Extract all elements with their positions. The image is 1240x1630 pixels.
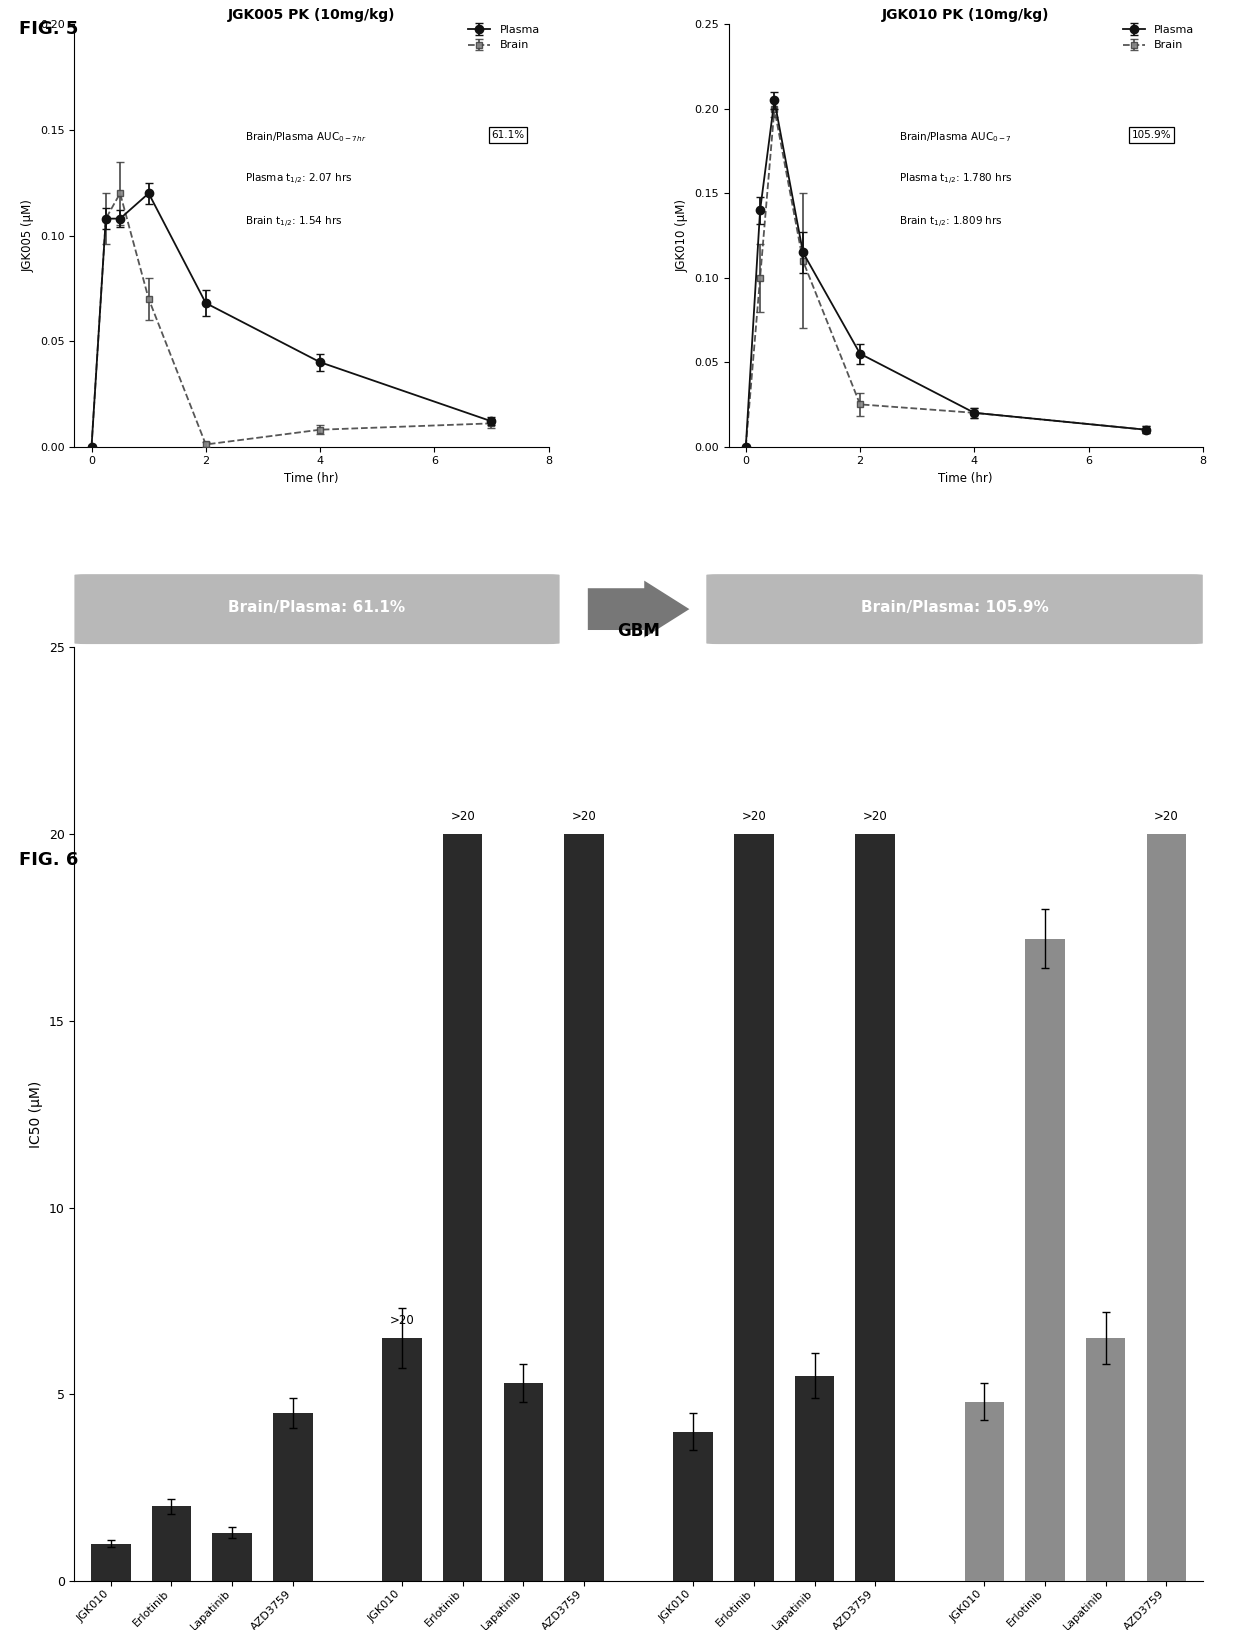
Title: JGK005 PK (10mg/kg): JGK005 PK (10mg/kg) [228,8,396,21]
FancyArrow shape [588,580,689,637]
Bar [443,835,482,1581]
X-axis label: Time (hr): Time (hr) [939,471,993,484]
Text: >20: >20 [450,810,475,823]
Bar [212,1532,252,1581]
Y-axis label: JGK005 (μM): JGK005 (μM) [21,199,35,272]
FancyBboxPatch shape [707,574,1203,644]
Text: >20: >20 [863,810,888,823]
Text: 61.1%: 61.1% [491,130,525,140]
Bar [734,835,774,1581]
Text: Brain/Plasma: 61.1%: Brain/Plasma: 61.1% [228,600,405,615]
Bar [1086,1338,1126,1581]
Bar [795,1376,835,1581]
Legend: Plasma, Brain: Plasma, Brain [465,21,543,54]
Text: Brain/Plasma: 105.9%: Brain/Plasma: 105.9% [861,600,1049,615]
Title: GBM: GBM [618,623,660,641]
Y-axis label: JGK010 (μM): JGK010 (μM) [676,199,688,272]
Bar [91,1544,130,1581]
Bar [503,1384,543,1581]
Bar [673,1431,713,1581]
Text: >20: >20 [1154,810,1179,823]
Text: Brain t$_{1/2}$: 1.54 hrs: Brain t$_{1/2}$: 1.54 hrs [246,215,342,230]
Bar [1025,939,1065,1581]
Text: >20: >20 [389,1314,414,1327]
Bar [382,1338,422,1581]
Bar [856,835,895,1581]
Text: FIG. 5: FIG. 5 [19,20,78,37]
Legend: Plasma, Brain: Plasma, Brain [1120,21,1198,54]
X-axis label: Time (hr): Time (hr) [284,471,339,484]
Text: Plasma t$_{1/2}$: 2.07 hrs: Plasma t$_{1/2}$: 2.07 hrs [246,173,352,187]
Text: 105.9%: 105.9% [1132,130,1172,140]
Text: Brain t$_{1/2}$: 1.809 hrs: Brain t$_{1/2}$: 1.809 hrs [899,215,1003,230]
Bar [965,1402,1004,1581]
Text: Brain/Plasma AUC$_{0-7}$: Brain/Plasma AUC$_{0-7}$ [899,130,1012,143]
Title: JGK010 PK (10mg/kg): JGK010 PK (10mg/kg) [882,8,1049,21]
Bar [1147,835,1187,1581]
Bar [564,835,604,1581]
Text: Brain/Plasma AUC$_{0-7hr}$: Brain/Plasma AUC$_{0-7hr}$ [246,130,367,143]
Text: >20: >20 [742,810,766,823]
Text: >20: >20 [572,810,596,823]
Text: Plasma t$_{1/2}$: 1.780 hrs: Plasma t$_{1/2}$: 1.780 hrs [899,173,1013,187]
Y-axis label: IC50 (μM): IC50 (μM) [30,1081,43,1148]
Bar [151,1506,191,1581]
Bar [273,1413,312,1581]
FancyBboxPatch shape [74,574,559,644]
Text: FIG. 6: FIG. 6 [19,851,78,869]
